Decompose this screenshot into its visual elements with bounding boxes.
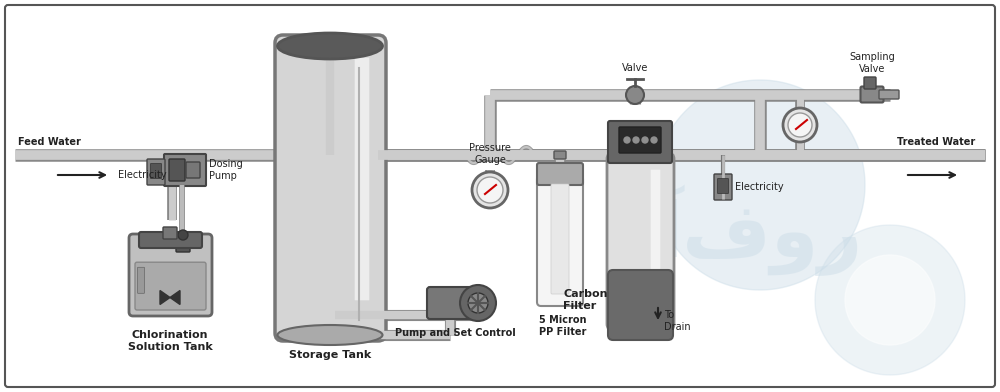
Text: Carbon
Filter: Carbon Filter xyxy=(564,289,608,311)
Circle shape xyxy=(477,177,503,203)
Circle shape xyxy=(460,285,496,321)
Polygon shape xyxy=(655,80,865,290)
FancyBboxPatch shape xyxy=(879,90,899,99)
Text: 5 Micron
PP Filter: 5 Micron PP Filter xyxy=(539,315,586,337)
FancyBboxPatch shape xyxy=(718,178,728,194)
Text: Treated Water: Treated Water xyxy=(897,137,975,147)
FancyBboxPatch shape xyxy=(275,35,386,341)
Circle shape xyxy=(788,113,812,137)
FancyBboxPatch shape xyxy=(169,159,185,181)
Circle shape xyxy=(642,137,648,143)
FancyBboxPatch shape xyxy=(554,151,566,159)
Text: To
Drain: To Drain xyxy=(664,310,691,332)
Text: Valve: Valve xyxy=(622,63,648,73)
FancyBboxPatch shape xyxy=(427,287,481,319)
FancyBboxPatch shape xyxy=(714,174,732,200)
FancyBboxPatch shape xyxy=(537,175,583,306)
Text: Storage Tank: Storage Tank xyxy=(289,350,371,360)
FancyBboxPatch shape xyxy=(176,234,190,252)
FancyBboxPatch shape xyxy=(163,227,177,239)
Text: Feed Water: Feed Water xyxy=(18,137,81,147)
Text: Pressure
Gauge: Pressure Gauge xyxy=(469,143,511,165)
FancyBboxPatch shape xyxy=(147,159,165,185)
FancyBboxPatch shape xyxy=(651,170,660,305)
FancyBboxPatch shape xyxy=(634,151,646,159)
Text: Sampling
Valve: Sampling Valve xyxy=(849,53,895,74)
FancyBboxPatch shape xyxy=(139,232,202,248)
Circle shape xyxy=(845,255,935,345)
FancyBboxPatch shape xyxy=(619,127,661,153)
Text: Dosing
Pump: Dosing Pump xyxy=(209,159,243,181)
FancyBboxPatch shape xyxy=(150,163,162,178)
Text: Electricity: Electricity xyxy=(735,182,784,192)
Text: Electricity: Electricity xyxy=(118,170,167,180)
Circle shape xyxy=(468,293,488,313)
FancyBboxPatch shape xyxy=(5,5,995,387)
FancyBboxPatch shape xyxy=(607,153,674,330)
FancyBboxPatch shape xyxy=(129,234,212,316)
FancyBboxPatch shape xyxy=(608,270,673,340)
FancyBboxPatch shape xyxy=(135,262,206,310)
FancyBboxPatch shape xyxy=(537,163,583,185)
FancyBboxPatch shape xyxy=(355,58,369,300)
Text: Pump and Set Control: Pump and Set Control xyxy=(395,328,515,338)
FancyBboxPatch shape xyxy=(164,154,206,186)
Polygon shape xyxy=(815,225,965,375)
FancyBboxPatch shape xyxy=(138,267,144,293)
Circle shape xyxy=(178,230,188,240)
Circle shape xyxy=(624,137,630,143)
FancyBboxPatch shape xyxy=(864,77,876,89)
FancyBboxPatch shape xyxy=(551,184,569,294)
FancyBboxPatch shape xyxy=(860,87,884,102)
Ellipse shape xyxy=(278,33,382,59)
Text: آفور: آفور xyxy=(657,184,863,276)
Circle shape xyxy=(651,137,657,143)
Ellipse shape xyxy=(278,325,382,345)
Circle shape xyxy=(626,86,644,104)
Polygon shape xyxy=(170,290,180,305)
Circle shape xyxy=(472,172,508,208)
FancyBboxPatch shape xyxy=(186,162,200,178)
Circle shape xyxy=(633,137,639,143)
Text: Chlorination
Solution Tank: Chlorination Solution Tank xyxy=(128,330,212,352)
Circle shape xyxy=(783,108,817,142)
Polygon shape xyxy=(160,290,170,305)
FancyBboxPatch shape xyxy=(608,121,672,163)
